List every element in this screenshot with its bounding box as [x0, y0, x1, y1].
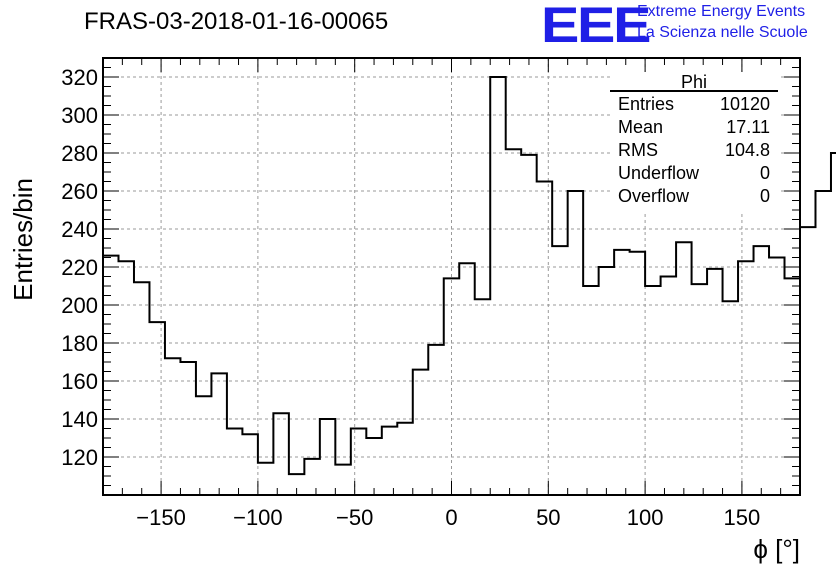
x-tick-label: 100 [627, 505, 664, 530]
histogram-step-line [103, 76, 836, 476]
stats-label: Underflow [618, 163, 700, 183]
tick-marks [102, 57, 801, 496]
stats-label: RMS [618, 140, 658, 160]
tick-labels: −150 −100 −50 0 50 100 150 120 140 160 180 200 220 24… [61, 65, 760, 530]
y-tick-label: 300 [61, 103, 98, 128]
stats-value: 0 [759, 163, 770, 183]
y-tick-label: 280 [61, 141, 98, 166]
y-tick-label: 160 [61, 369, 98, 394]
grid-layer [103, 58, 800, 495]
y-axis-label: Entries/bin [8, 178, 38, 301]
stats-value: 0 [759, 186, 770, 206]
stats-value: 104.8 [724, 140, 770, 160]
stats-label: Entries [618, 94, 675, 114]
y-tick-label: 200 [61, 293, 98, 318]
eee-logo: EEE [541, 0, 651, 53]
y-tick-label: 220 [61, 255, 98, 280]
stats-value: 10120 [719, 94, 770, 114]
chart-title: FRAS-03-2018-01-16-00065 [84, 8, 389, 35]
stats-row-mean: Mean 17.11 [618, 117, 770, 139]
y-tick-label: 320 [61, 65, 98, 90]
x-tick-label: −50 [336, 505, 373, 530]
x-tick-label: 0 [445, 505, 457, 530]
logo-text-line-2: La Scienza nelle Scuole [637, 24, 808, 41]
y-tick-label: 240 [61, 217, 98, 242]
y-tick-label: 260 [61, 179, 98, 204]
y-tick-label: 180 [61, 331, 98, 356]
x-tick-label: −150 [136, 505, 186, 530]
stats-divider [610, 90, 778, 92]
stats-box: Phi Entries 10120 Mean 17.11 RMS 104.8 U… [610, 72, 778, 212]
y-tick-label: 120 [61, 445, 98, 470]
stats-value: 17.11 [726, 117, 770, 137]
x-axis-label: ϕ [°] [753, 534, 800, 564]
y-tick-label: 140 [61, 407, 98, 432]
stats-title: Phi [680, 72, 707, 92]
x-tick-label: 50 [536, 505, 560, 530]
logo-text-line-1: Extreme Energy Events [637, 3, 806, 20]
stats-row-rms: RMS 104.8 [618, 140, 770, 162]
stats-label: Overflow [618, 186, 690, 206]
stats-label: Mean [618, 117, 664, 137]
stats-row-overflow: Overflow 0 [618, 186, 770, 208]
x-tick-label: −100 [233, 505, 283, 530]
x-tick-label: 150 [724, 505, 761, 530]
stats-row-underflow: Underflow 0 [618, 163, 770, 185]
stats-row-entries: Entries 10120 [618, 94, 770, 116]
